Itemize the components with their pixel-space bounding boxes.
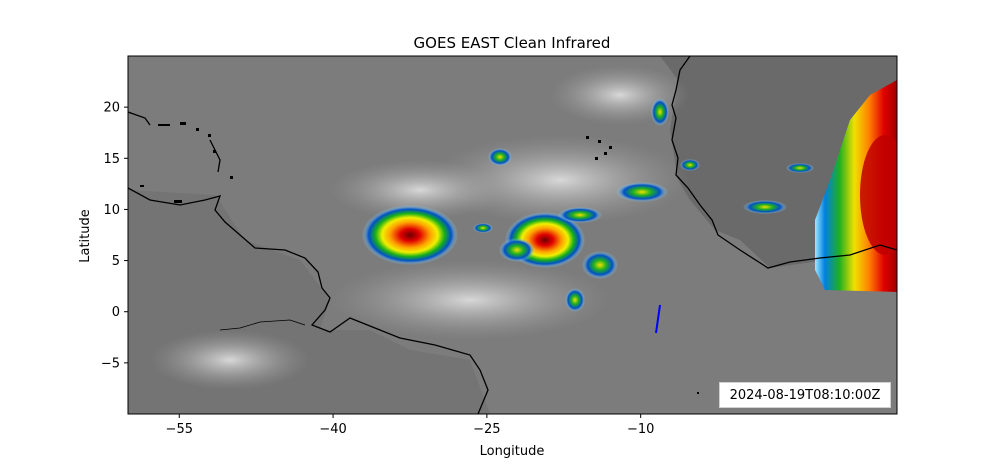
cloud-haze — [330, 260, 610, 340]
storm-cluster — [786, 163, 814, 173]
storm-cluster — [558, 207, 602, 223]
storm-cluster — [582, 251, 618, 279]
timestamp-text: 2024-08-19T08:10:00Z — [729, 387, 881, 403]
islands-cape-verde — [586, 136, 612, 160]
storm-cluster — [362, 205, 458, 265]
y-tick-label: 0 — [112, 305, 120, 320]
y-tick-label: 10 — [103, 203, 120, 218]
y-tick-label: 15 — [103, 152, 120, 167]
y-axis: 20 15 10 5 0 −5 — [101, 101, 128, 371]
coastline-caribbean — [128, 111, 221, 173]
timestamp-box: 2024-08-19T08:10:00Z — [719, 382, 891, 408]
cloud-haze — [550, 65, 690, 125]
cloud-haze — [150, 330, 310, 390]
x-axis: −55 −40 −25 −10 — [166, 414, 654, 437]
x-tick-label: −55 — [166, 422, 193, 437]
map-area — [128, 56, 897, 414]
x-tick-label: −25 — [473, 422, 500, 437]
storm-cluster — [499, 238, 535, 262]
x-axis-label: Longitude — [480, 444, 545, 459]
storm-cluster — [651, 98, 669, 126]
x-tick-label: −40 — [319, 422, 346, 437]
y-axis-label: Latitude — [78, 209, 93, 263]
cloud-haze — [330, 160, 510, 220]
storm-cluster — [680, 159, 700, 171]
storm-cluster — [473, 223, 493, 233]
storm-cluster — [488, 148, 512, 166]
river-amazon — [219, 319, 306, 331]
storm-core — [860, 135, 897, 255]
map-frame — [127, 55, 898, 415]
islands-lesser-antilles — [140, 122, 233, 203]
storm-cluster — [616, 182, 668, 202]
x-tick-label: −10 — [627, 422, 654, 437]
y-tick-label: 20 — [103, 101, 120, 116]
storm-cluster — [743, 200, 787, 214]
storm-cluster — [565, 288, 585, 312]
island-marker — [697, 392, 699, 394]
coastline-south-america — [128, 187, 489, 414]
track-line — [655, 304, 661, 334]
chart-title: GOES EAST Clean Infrared — [414, 34, 611, 52]
coastline-west-africa — [671, 56, 897, 269]
y-tick-label: 5 — [112, 254, 120, 269]
y-tick-label: −5 — [101, 356, 120, 371]
